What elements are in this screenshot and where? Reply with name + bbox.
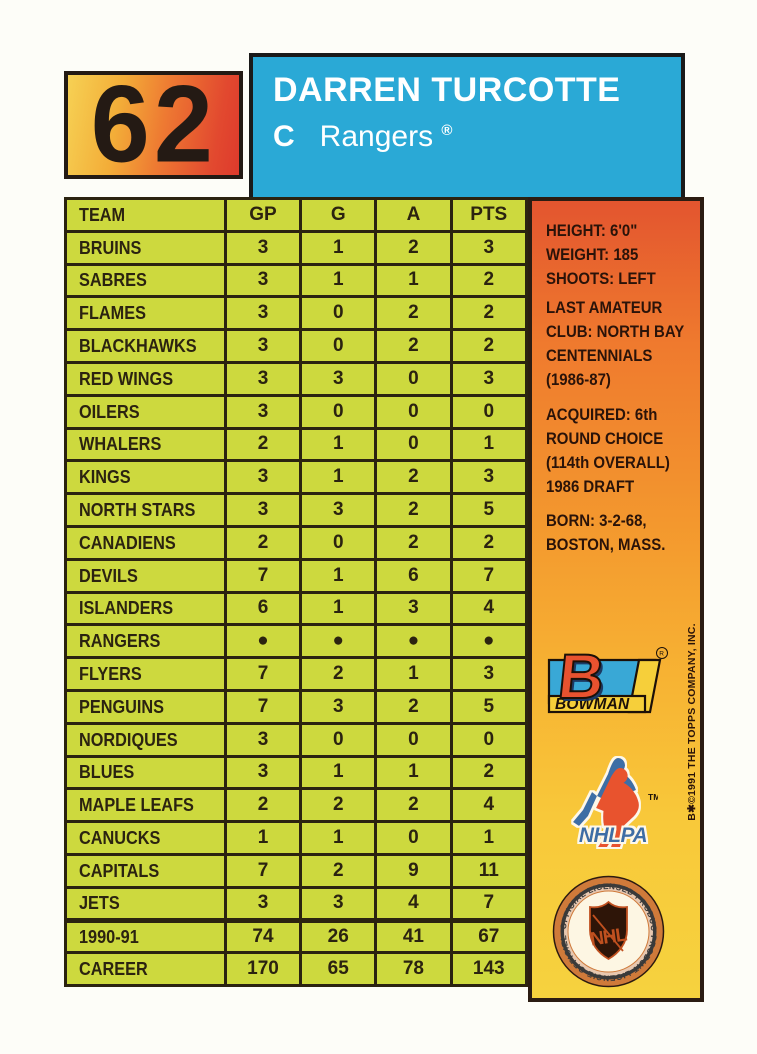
svg-text:NHLPA: NHLPA (579, 824, 647, 847)
svg-text:R: R (659, 651, 664, 658)
svg-text:TM: TM (648, 792, 658, 802)
svg-text:B: B (555, 645, 608, 712)
